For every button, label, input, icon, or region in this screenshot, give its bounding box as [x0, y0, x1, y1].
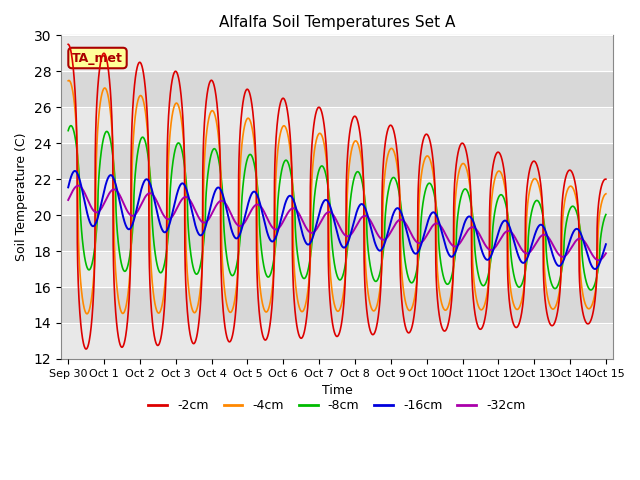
-4cm	[65, 78, 72, 84]
Y-axis label: Soil Temperature (C): Soil Temperature (C)	[15, 133, 28, 262]
-2cm	[323, 150, 330, 156]
-2cm	[83, 346, 90, 352]
Title: Alfalfa Soil Temperatures Set A: Alfalfa Soil Temperatures Set A	[219, 15, 455, 30]
Line: -32cm: -32cm	[68, 186, 606, 260]
-16cm	[578, 233, 586, 239]
-2cm	[391, 132, 399, 137]
-8cm	[323, 175, 330, 181]
Bar	[61, 36, 613, 72]
-2cm	[602, 176, 610, 182]
-2cm	[172, 68, 179, 74]
-16cm	[172, 197, 179, 203]
Bar	[61, 179, 613, 215]
-2cm	[65, 41, 72, 47]
-32cm	[278, 220, 286, 226]
-32cm	[602, 251, 610, 256]
-32cm	[74, 183, 82, 189]
Bar	[61, 215, 613, 251]
-32cm	[243, 216, 250, 222]
Bar	[61, 72, 613, 107]
-8cm	[278, 165, 286, 170]
Line: -4cm: -4cm	[68, 81, 606, 314]
-16cm	[602, 241, 610, 247]
-4cm	[83, 311, 91, 317]
-2cm	[578, 303, 586, 309]
-4cm	[323, 161, 331, 167]
-16cm	[323, 197, 330, 203]
-32cm	[323, 210, 330, 216]
X-axis label: Time: Time	[322, 384, 353, 397]
Bar	[61, 107, 613, 143]
-8cm	[602, 212, 610, 217]
-32cm	[65, 197, 72, 203]
-8cm	[391, 175, 399, 181]
-32cm	[172, 208, 179, 214]
-16cm	[243, 206, 250, 212]
-4cm	[65, 78, 73, 84]
-4cm	[279, 124, 287, 130]
-8cm	[172, 145, 179, 151]
Line: -8cm: -8cm	[68, 126, 606, 290]
-8cm	[578, 241, 586, 247]
-4cm	[602, 191, 610, 197]
-32cm	[595, 257, 602, 263]
Text: TA_met: TA_met	[72, 51, 123, 64]
-16cm	[391, 208, 399, 214]
-16cm	[278, 211, 286, 216]
Line: -16cm: -16cm	[68, 171, 606, 269]
Bar	[61, 287, 613, 323]
-8cm	[65, 128, 72, 133]
-32cm	[391, 222, 399, 228]
Line: -2cm: -2cm	[68, 44, 606, 349]
-2cm	[278, 96, 286, 101]
Bar	[61, 323, 613, 359]
-16cm	[65, 184, 72, 190]
Legend: -2cm, -4cm, -8cm, -16cm, -32cm: -2cm, -4cm, -8cm, -16cm, -32cm	[143, 395, 531, 418]
-2cm	[243, 86, 250, 92]
-8cm	[587, 287, 595, 293]
-4cm	[172, 100, 180, 106]
-8cm	[243, 158, 250, 164]
-4cm	[391, 151, 399, 157]
-8cm	[67, 123, 75, 129]
-4cm	[578, 285, 586, 291]
Bar	[61, 143, 613, 179]
-32cm	[578, 236, 586, 242]
-16cm	[591, 266, 599, 272]
-4cm	[243, 116, 251, 122]
-16cm	[71, 168, 79, 174]
Bar	[61, 251, 613, 287]
